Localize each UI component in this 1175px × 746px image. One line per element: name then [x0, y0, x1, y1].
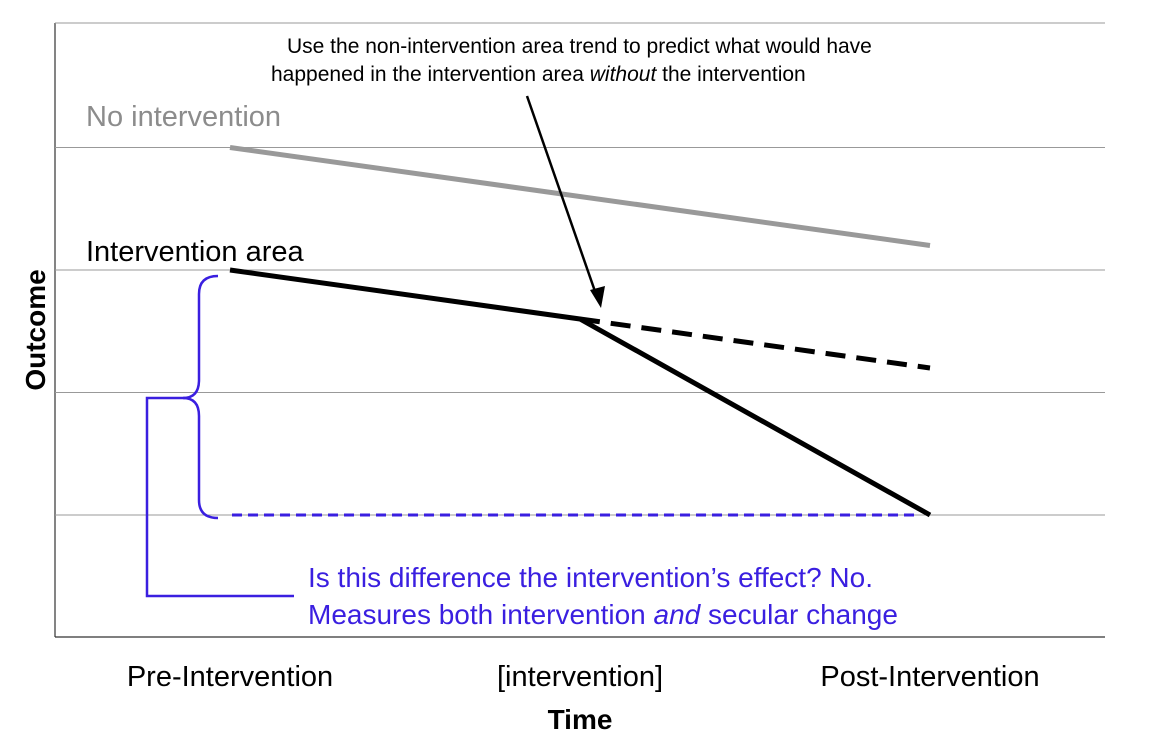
question-emphasis: and	[654, 599, 702, 630]
gridlines	[55, 147, 1105, 516]
no-intervention-label: No intervention	[86, 101, 281, 133]
question-line-2: Measures both intervention and secular c…	[308, 599, 898, 630]
annotation-arrow-shaft	[525, 95, 600, 301]
question-bracket	[145, 396, 294, 598]
x-axis-title: Time	[548, 704, 613, 735]
question-line-1: Is this difference the intervention’s ef…	[308, 562, 873, 593]
x-tick-label-post: Post-Intervention	[820, 661, 1039, 693]
question-line-2-start: Measures both intervention	[308, 599, 654, 630]
series-layer	[229, 145, 932, 518]
annotation-arrowhead	[590, 286, 605, 308]
y-axis-title: Outcome	[20, 269, 51, 390]
x-tick-label-pre: Pre-Intervention	[127, 661, 333, 693]
projected-trend-line	[579, 316, 931, 371]
annotation-line-2-end: the intervention	[656, 63, 805, 86]
question-line-2-end: secular change	[700, 599, 898, 630]
annotation-emphasis: without	[590, 63, 658, 86]
curly-brace	[182, 274, 219, 520]
annotation-line-1: Use the non-intervention area trend to p…	[287, 35, 872, 58]
no-intervention-line	[229, 145, 931, 248]
annotation-line-2-start: happened in the intervention area	[271, 63, 590, 86]
intervention-area-label: Intervention area	[86, 236, 305, 268]
annotation-line-2: happened in the intervention area withou…	[271, 63, 806, 86]
x-tick-label-intervention: [intervention]	[497, 661, 663, 693]
